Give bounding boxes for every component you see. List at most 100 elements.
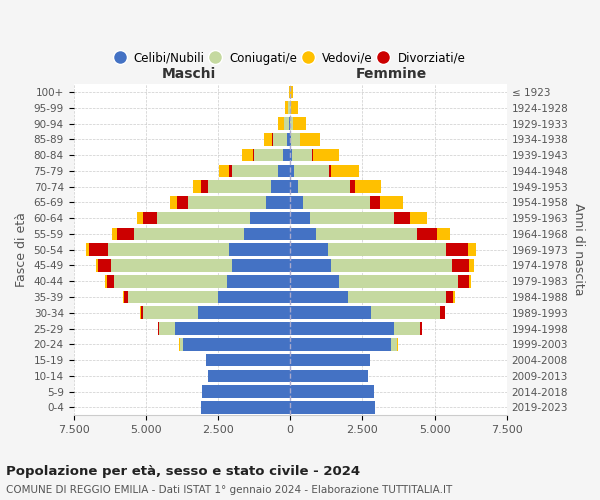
- Bar: [287, 133, 290, 145]
- Bar: [250, 212, 290, 224]
- Bar: [290, 244, 328, 256]
- Bar: [290, 164, 295, 177]
- Bar: [114, 275, 227, 287]
- Bar: [290, 180, 298, 193]
- Text: Femmine: Femmine: [356, 67, 427, 81]
- Bar: [273, 133, 287, 145]
- Bar: [232, 259, 290, 272]
- Bar: [117, 228, 134, 240]
- Bar: [290, 133, 291, 145]
- Bar: [446, 244, 468, 256]
- Bar: [232, 164, 278, 177]
- Bar: [229, 164, 232, 177]
- Bar: [123, 290, 124, 304]
- Bar: [200, 401, 290, 413]
- Bar: [284, 118, 289, 130]
- Y-axis label: Anni di nascita: Anni di nascita: [572, 204, 585, 296]
- Bar: [271, 180, 290, 193]
- Bar: [183, 338, 290, 350]
- Bar: [219, 164, 229, 177]
- Bar: [298, 180, 350, 193]
- Bar: [331, 259, 452, 272]
- Bar: [140, 306, 143, 319]
- Bar: [355, 180, 382, 193]
- Bar: [290, 212, 310, 224]
- Bar: [290, 118, 293, 130]
- Bar: [458, 275, 469, 287]
- Bar: [158, 322, 159, 335]
- Bar: [291, 102, 298, 114]
- Bar: [229, 244, 290, 256]
- Bar: [286, 102, 288, 114]
- Bar: [394, 322, 420, 335]
- Bar: [391, 338, 397, 350]
- Bar: [348, 290, 446, 304]
- Bar: [105, 275, 107, 287]
- Bar: [159, 322, 175, 335]
- Bar: [446, 290, 453, 304]
- Bar: [208, 370, 290, 382]
- Bar: [394, 212, 410, 224]
- Bar: [453, 290, 455, 304]
- Bar: [143, 212, 157, 224]
- Bar: [254, 149, 283, 162]
- Bar: [253, 149, 254, 162]
- Bar: [278, 118, 284, 130]
- Bar: [96, 259, 98, 272]
- Bar: [206, 354, 290, 366]
- Bar: [227, 275, 290, 287]
- Bar: [303, 196, 370, 208]
- Bar: [288, 102, 290, 114]
- Bar: [295, 164, 329, 177]
- Bar: [469, 259, 475, 272]
- Bar: [371, 306, 440, 319]
- Bar: [291, 133, 299, 145]
- Bar: [290, 338, 391, 350]
- Bar: [290, 354, 370, 366]
- Bar: [437, 228, 451, 240]
- Bar: [134, 228, 244, 240]
- Bar: [170, 196, 178, 208]
- Bar: [290, 259, 331, 272]
- Text: Maschi: Maschi: [162, 67, 216, 81]
- Bar: [111, 259, 232, 272]
- Bar: [440, 306, 445, 319]
- Bar: [202, 386, 290, 398]
- Bar: [316, 228, 417, 240]
- Bar: [193, 180, 202, 193]
- Bar: [292, 149, 313, 162]
- Bar: [290, 386, 374, 398]
- Bar: [202, 180, 208, 193]
- Bar: [370, 196, 380, 208]
- Bar: [290, 86, 293, 98]
- Bar: [420, 322, 422, 335]
- Bar: [290, 306, 371, 319]
- Bar: [108, 244, 229, 256]
- Bar: [293, 118, 307, 130]
- Bar: [180, 338, 183, 350]
- Bar: [290, 290, 348, 304]
- Bar: [350, 180, 355, 193]
- Bar: [107, 275, 114, 287]
- Bar: [290, 149, 292, 162]
- Bar: [218, 290, 290, 304]
- Legend: Celibi/Nubili, Coniugati/e, Vedovi/e, Divorziati/e: Celibi/Nubili, Coniugati/e, Vedovi/e, Di…: [110, 47, 470, 70]
- Bar: [188, 196, 266, 208]
- Bar: [300, 133, 320, 145]
- Bar: [329, 164, 331, 177]
- Bar: [331, 164, 359, 177]
- Bar: [290, 228, 316, 240]
- Text: Popolazione per età, sesso e stato civile - 2024: Popolazione per età, sesso e stato civil…: [6, 465, 360, 478]
- Bar: [290, 102, 291, 114]
- Bar: [175, 322, 290, 335]
- Bar: [266, 196, 290, 208]
- Bar: [310, 212, 394, 224]
- Bar: [208, 180, 271, 193]
- Bar: [283, 149, 290, 162]
- Bar: [128, 290, 218, 304]
- Text: COMUNE DI REGGIO EMILIA - Dati ISTAT 1° gennaio 2024 - Elaborazione TUTTITALIA.I: COMUNE DI REGGIO EMILIA - Dati ISTAT 1° …: [6, 485, 452, 495]
- Bar: [290, 370, 368, 382]
- Bar: [290, 275, 339, 287]
- Bar: [143, 306, 198, 319]
- Bar: [244, 228, 290, 240]
